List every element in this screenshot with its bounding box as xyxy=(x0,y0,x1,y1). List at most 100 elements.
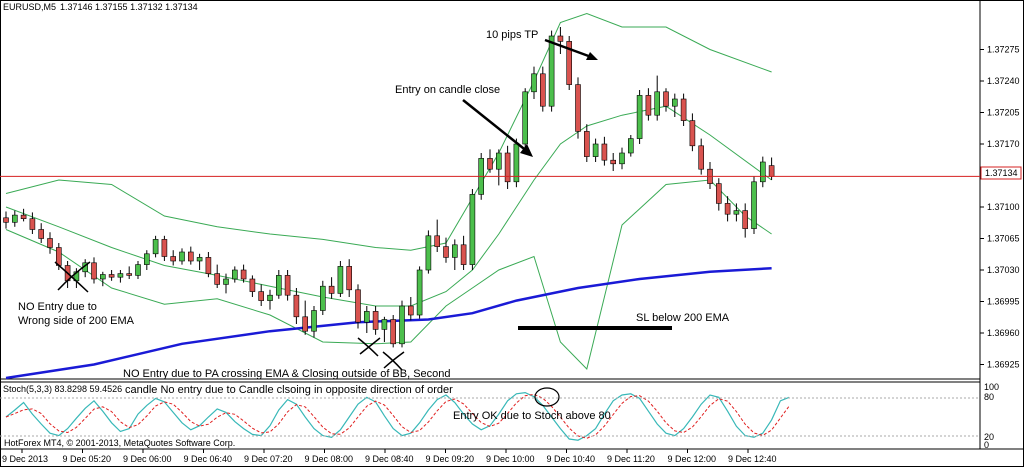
candle-body-bear xyxy=(566,41,573,85)
candle-body-bear xyxy=(38,229,45,239)
candle-body-bull xyxy=(319,285,326,311)
candle-body-bull xyxy=(223,278,229,285)
candle xyxy=(390,315,397,348)
candle-body-bull xyxy=(548,35,555,107)
candle xyxy=(557,27,564,54)
candle-body-bear xyxy=(240,269,247,280)
arrow-entry-head xyxy=(520,144,533,157)
annotation-sl: SL below 200 EMA xyxy=(636,312,730,324)
candle xyxy=(144,250,150,270)
candle-body-bear xyxy=(20,214,27,220)
candle-body-bear xyxy=(610,159,617,165)
candle-body-bear xyxy=(188,251,194,262)
candle xyxy=(548,30,555,112)
candle-body-bear xyxy=(742,210,749,229)
candle xyxy=(531,66,537,99)
candle xyxy=(258,284,265,306)
annotation-entry-ok: Entry OK due to Stoch above 80 xyxy=(453,410,611,422)
candle-body-bull xyxy=(733,210,740,215)
annotation-no-entry-2a: NO Entry due to PA crossing EMA & Closin… xyxy=(123,368,451,380)
candle xyxy=(715,178,722,211)
annotation-entry-close: Entry on candle close xyxy=(395,84,500,96)
ohlc-readout: 1.37146 1.37155 1.37132 1.37134 xyxy=(60,2,198,12)
candle-body-bear xyxy=(170,256,176,262)
candle-body-bull xyxy=(425,235,432,271)
candle-body-bear xyxy=(372,311,379,330)
candle-body-bull xyxy=(636,95,643,139)
time-tick-label: 9 Dec 06:00 xyxy=(123,454,172,464)
candle-body-bear xyxy=(126,273,132,276)
candle-body-bull xyxy=(117,273,124,278)
bb-middle-line xyxy=(5,105,772,307)
candle xyxy=(671,93,678,117)
candle xyxy=(733,203,740,222)
candle xyxy=(117,270,124,283)
candle xyxy=(214,264,220,288)
candle-body-bear xyxy=(539,73,546,107)
price-tick-label: 1.36925 xyxy=(987,360,1020,370)
candle-body-bear xyxy=(249,278,256,292)
candle xyxy=(513,138,520,188)
price-tick-label: 1.37240 xyxy=(987,76,1020,86)
candle xyxy=(724,196,731,222)
candle xyxy=(196,253,203,270)
candle xyxy=(619,147,625,170)
candle-body-bull xyxy=(399,305,405,345)
candle-body-bull xyxy=(671,98,678,107)
candle-body-bull xyxy=(531,73,537,93)
candle-body-bull xyxy=(451,244,458,258)
candle xyxy=(355,284,361,329)
candle-body-bear xyxy=(346,266,353,291)
candle-body-bear xyxy=(724,203,731,215)
arrow-entry xyxy=(462,99,529,153)
annotation-no-entry-1b: Wrong side of 200 EMA xyxy=(18,315,135,327)
candle-body-bear xyxy=(663,91,669,107)
candle-body-bull xyxy=(416,269,423,316)
candle xyxy=(742,203,749,238)
candle-body-bull xyxy=(196,257,203,262)
candle-body-bull xyxy=(337,266,344,294)
candle xyxy=(293,288,300,324)
time-tick-label: 9 Dec 10:00 xyxy=(486,454,535,464)
arrow-tp-head xyxy=(586,52,598,60)
candle xyxy=(645,88,652,121)
candle-body-bear xyxy=(214,273,220,285)
annotation-no-entry-2b: candle No entry due to Candle clsoing in… xyxy=(125,384,453,396)
candle xyxy=(126,266,132,279)
candle xyxy=(346,259,353,297)
candle xyxy=(223,273,229,294)
time-tick-label: 9 Dec 12:00 xyxy=(668,454,717,464)
candle xyxy=(407,297,414,321)
ema-200-path xyxy=(5,266,772,380)
candle xyxy=(372,306,379,335)
price-tick-label: 1.37065 xyxy=(987,234,1020,244)
candle xyxy=(188,246,194,265)
candle-body-bear xyxy=(575,84,581,132)
candle-body-bear xyxy=(504,152,511,183)
price-tick-label: 1.37275 xyxy=(987,45,1020,55)
time-tick-label: 9 Dec 10:40 xyxy=(547,454,596,464)
candle-body-bear xyxy=(3,217,9,223)
candle xyxy=(663,88,669,112)
time-axis-ticks: 9 Dec 2013 9 Dec 05:20 9 Dec 06:00 9 Dec 06… xyxy=(2,449,777,464)
candle xyxy=(47,232,53,254)
candle xyxy=(240,264,247,283)
candle xyxy=(416,266,423,319)
candle-body-bull xyxy=(232,269,238,280)
candle-body-bear xyxy=(108,274,115,278)
candle xyxy=(311,306,317,338)
price-tick-label: 1.37205 xyxy=(987,108,1020,118)
price-tick-label: 1.36960 xyxy=(987,328,1020,338)
candle-body-bull xyxy=(619,152,625,165)
candlesticks xyxy=(3,27,775,348)
candle xyxy=(3,211,9,229)
candle-body-bear xyxy=(557,35,564,42)
candle-body-bull xyxy=(627,138,634,154)
candle-body-bear xyxy=(460,244,467,265)
candle xyxy=(100,271,106,287)
stoch-highlight-circle xyxy=(534,387,560,407)
candle-body-bear xyxy=(328,285,335,294)
candle-body-bear xyxy=(47,238,53,248)
